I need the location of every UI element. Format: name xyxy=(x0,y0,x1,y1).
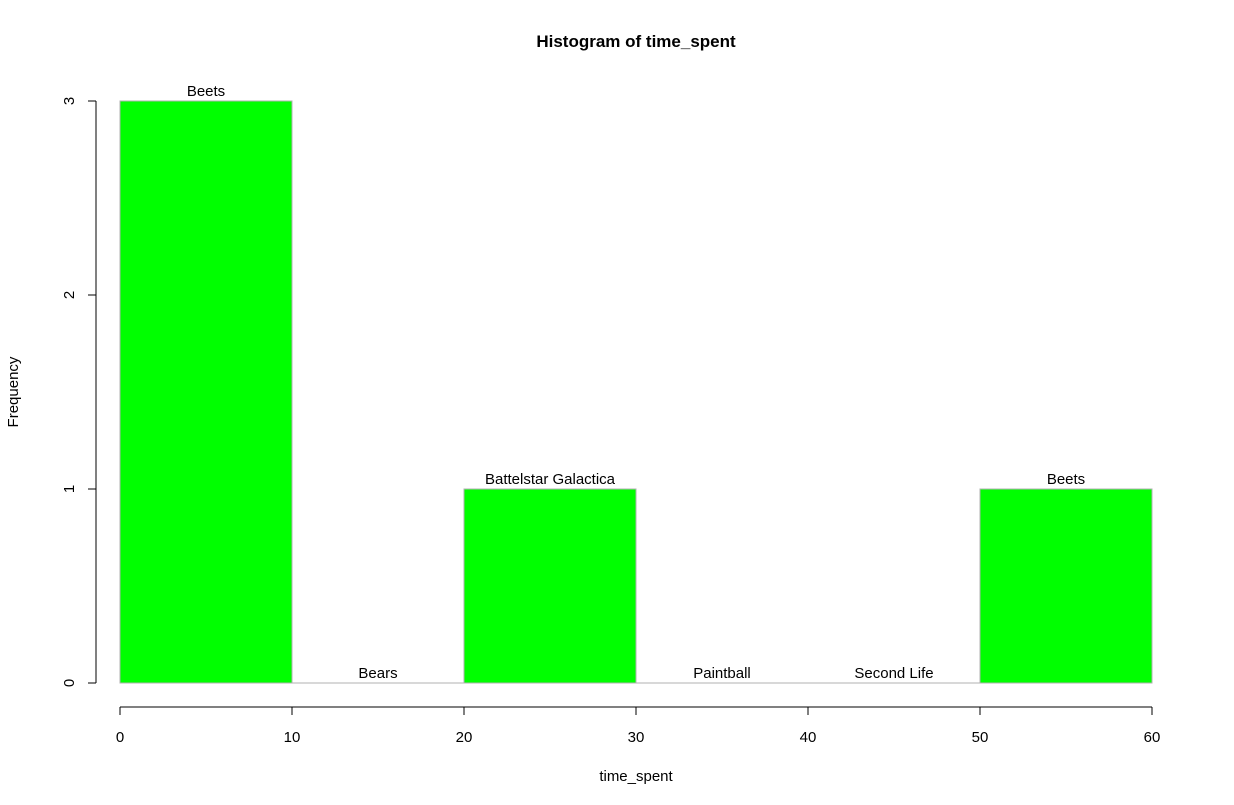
x-tick-label: 30 xyxy=(628,729,645,746)
y-axis: 0 1 2 3 xyxy=(61,97,97,687)
x-tick-label: 0 xyxy=(116,729,124,746)
bar-labels-layer: Beets Bears Battelstar Galactica Paintball S… xyxy=(187,83,1085,682)
x-tick-label: 40 xyxy=(800,729,817,746)
bar-label: Second Life xyxy=(854,665,933,682)
histogram-bar xyxy=(979,488,1153,684)
histogram-bar xyxy=(463,488,637,684)
bar-label: Beets xyxy=(187,83,225,100)
y-tick-label: 3 xyxy=(61,97,78,105)
y-axis-label: Frequency xyxy=(5,356,22,427)
x-tick-label: 20 xyxy=(456,729,473,746)
bar-label: Battelstar Galactica xyxy=(485,471,616,488)
y-tick-label: 1 xyxy=(61,485,78,493)
x-tick-label: 50 xyxy=(972,729,989,746)
bar-label: Beets xyxy=(1047,471,1085,488)
bar-label: Paintball xyxy=(693,665,751,682)
bar-label: Bears xyxy=(358,665,397,682)
histogram-bar xyxy=(119,100,293,684)
chart-title: Histogram of time_spent xyxy=(536,32,736,51)
bars-layer xyxy=(119,100,1153,684)
x-tick-label: 10 xyxy=(284,729,301,746)
y-tick-label: 0 xyxy=(61,679,78,687)
y-tick-label: 2 xyxy=(61,291,78,299)
x-tick-label: 60 xyxy=(1144,729,1161,746)
x-axis-label: time_spent xyxy=(599,768,673,785)
x-axis: 0 10 20 30 40 50 60 xyxy=(116,706,1161,746)
